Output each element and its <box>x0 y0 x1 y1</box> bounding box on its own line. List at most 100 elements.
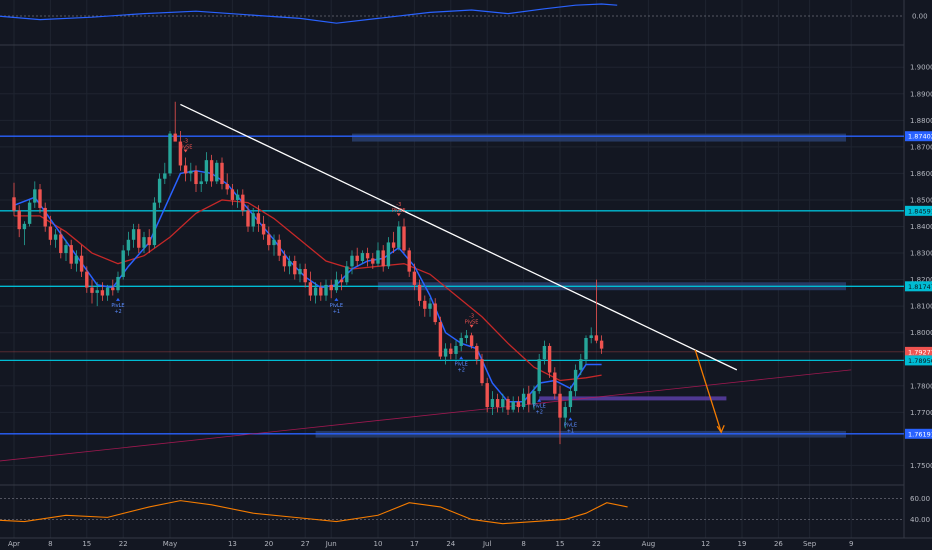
candle-body <box>38 189 42 208</box>
signal-arrow-down <box>183 149 188 153</box>
candle-body <box>105 287 110 296</box>
candle-body <box>90 287 94 293</box>
signal-label: PivSE <box>179 144 193 150</box>
candle-body <box>147 237 151 246</box>
time-tick: 8 <box>521 540 525 548</box>
candle-body <box>235 194 240 200</box>
candle-body <box>220 162 224 185</box>
candle-body <box>397 226 401 248</box>
time-axis[interactable]: Apr 8 15 22 May 13 20 27 Jun 10 17 24 Jul 8 15 22 Aug 12 1… <box>8 540 853 548</box>
candle-body <box>183 165 188 174</box>
candle-body <box>152 202 157 246</box>
price-label: 1.78956 <box>908 357 932 365</box>
time-tick: Aug <box>642 540 656 548</box>
candle-body <box>53 234 58 240</box>
signal-sub: +2 <box>458 367 465 373</box>
candle-body <box>407 250 411 272</box>
signal-label: PivLE <box>564 422 577 428</box>
zone-blue <box>352 133 846 142</box>
candle-body <box>22 223 27 230</box>
trend-lines <box>0 103 852 462</box>
candle-body <box>334 279 339 291</box>
signal-arrow-up <box>334 297 339 301</box>
candle-body <box>339 279 344 283</box>
candle-body <box>511 401 515 410</box>
price-tick: 1.80000 <box>910 329 932 337</box>
signal-arrow-up <box>459 356 464 360</box>
candle-body <box>303 268 307 283</box>
candle-body <box>27 202 32 224</box>
candle-body <box>433 303 437 323</box>
candle-body <box>111 287 115 291</box>
price-tick: 1.77000 <box>910 409 932 417</box>
projection-arrowhead <box>716 424 725 434</box>
candle-body <box>313 287 318 296</box>
candle-body <box>199 181 203 185</box>
price-tick: 1.85000 <box>910 196 932 204</box>
candle-body <box>209 160 214 182</box>
top-osc-line <box>0 3 618 24</box>
candle-body <box>475 345 479 360</box>
candle-body <box>412 271 417 285</box>
signal-arrow-up <box>537 398 542 402</box>
candle-body <box>563 407 567 418</box>
price-axis[interactable]: 1.90000 1.89000 1.88000 1.87000 1.86000 1.850… <box>905 64 932 470</box>
candle-body <box>189 170 193 174</box>
candle-body <box>293 261 297 275</box>
candle-body <box>194 170 198 185</box>
candle-body <box>69 245 73 264</box>
time-tick: Apr <box>8 540 20 548</box>
time-tick: 27 <box>301 540 310 548</box>
candle-body <box>246 210 250 227</box>
candle-body <box>251 213 255 227</box>
candle-body <box>464 335 469 338</box>
price-label: 1.79277 <box>908 348 932 356</box>
price-tick: 1.84000 <box>910 223 932 231</box>
candle-body <box>423 300 427 309</box>
candle-body <box>12 197 16 211</box>
price-label-box <box>905 281 932 292</box>
candle-body <box>365 253 370 259</box>
candle-body <box>324 284 328 296</box>
candle-body <box>428 303 432 309</box>
candle-body <box>59 234 63 254</box>
candle-body <box>568 391 573 408</box>
candle-body <box>558 393 562 418</box>
price-label: 1.76191 <box>908 430 932 438</box>
candle-body <box>215 162 219 182</box>
price-label: 1.81747 <box>908 283 932 291</box>
time-tick: Sep <box>803 540 817 548</box>
price-label-box <box>905 428 932 439</box>
candle-body <box>272 239 276 246</box>
candle-body <box>501 399 505 408</box>
top-osc-tick: 0.00 <box>912 13 928 21</box>
candle-body <box>506 399 510 410</box>
time-tick: 22 <box>119 540 128 548</box>
candle-body <box>126 239 131 251</box>
candle-body <box>527 393 531 405</box>
candle-body <box>584 338 588 360</box>
candle-body <box>542 345 547 360</box>
candle-body <box>532 391 536 405</box>
signal-arrow-up <box>116 297 120 301</box>
candle-body <box>287 261 292 267</box>
time-tick: 13 <box>228 540 237 548</box>
zone-purple <box>539 396 727 401</box>
resistance-trendline <box>180 103 738 371</box>
time-tick: 8 <box>48 540 52 548</box>
candle-body <box>454 345 458 354</box>
bottom-osc-line <box>0 500 628 525</box>
candle-body <box>579 359 583 370</box>
candle-body <box>131 229 136 240</box>
candle-body <box>168 133 172 174</box>
price-label-box <box>905 205 932 216</box>
candle-body <box>553 372 557 394</box>
price-tick: 1.75000 <box>910 462 932 470</box>
price-tick: 1.78000 <box>910 382 932 390</box>
signal-sub: +2 <box>114 309 121 315</box>
signal-sub: +1 <box>333 309 340 315</box>
candle-body <box>443 348 448 357</box>
signal-sub: -3 <box>469 314 474 320</box>
candle-body <box>329 284 333 291</box>
